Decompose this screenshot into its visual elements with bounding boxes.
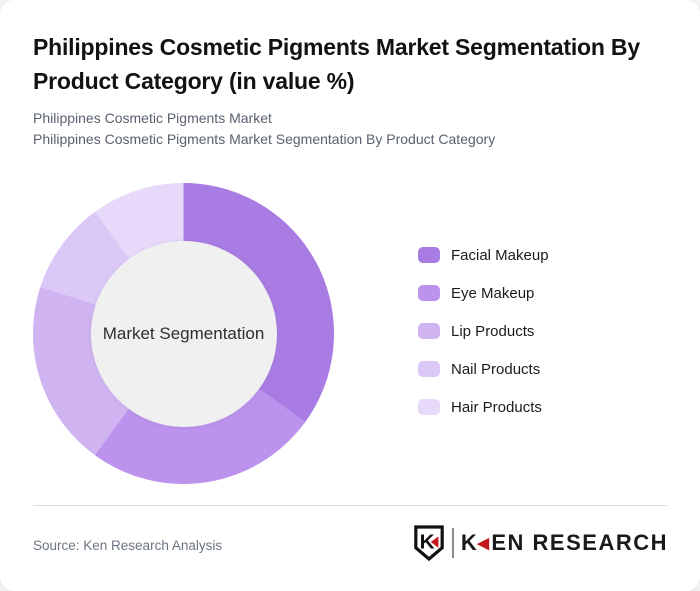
legend-item-hair-products: Hair Products: [418, 398, 549, 416]
source-text: Source: Ken Research Analysis: [33, 538, 223, 553]
page-title: Philippines Cosmetic Pigments Market Seg…: [33, 34, 640, 94]
legend-item-eye-makeup: Eye Makeup: [418, 284, 549, 302]
legend-label: Lip Products: [451, 322, 535, 340]
subtitle-line-2: Philippines Cosmetic Pigments Market Seg…: [33, 131, 496, 147]
legend-item-lip-products: Lip Products: [418, 322, 549, 340]
ken-research-logo: K K ◀ EN RESEARCH: [413, 523, 668, 563]
svg-text:K: K: [420, 531, 435, 554]
legend-swatch: [418, 285, 440, 301]
donut-hole: Market Segmentation: [90, 240, 277, 427]
chart-legend: Facial Makeup Eye Makeup Lip Products Na…: [418, 246, 549, 416]
legend-swatch: [418, 323, 440, 339]
footer-divider: [33, 505, 667, 506]
shield-k-icon: K: [414, 525, 444, 562]
logo-wordmark: K ◀ EN RESEARCH: [461, 530, 668, 556]
legend-swatch: [418, 399, 440, 415]
legend-label: Eye Makeup: [451, 284, 535, 302]
legend-label: Hair Products: [451, 398, 542, 416]
donut-center-label: Market Segmentation: [102, 323, 265, 343]
legend-swatch: [418, 361, 440, 377]
logo-separator: [451, 528, 454, 558]
subtitle-line-1: Philippines Cosmetic Pigments Market: [33, 110, 272, 126]
legend-label: Nail Products: [451, 360, 541, 378]
chart-area: Market Segmentation Facial Makeup Eye Ma…: [0, 170, 700, 496]
logo-wordmark-rest: EN RESEARCH: [491, 530, 668, 555]
subtitle-block: Philippines Cosmetic Pigments Market Phi…: [33, 108, 669, 150]
logo-arrow-icon: ◀: [477, 534, 491, 552]
donut-chart: Market Segmentation: [33, 183, 334, 484]
legend-label: Facial Makeup: [451, 246, 549, 264]
legend-item-nail-products: Nail Products: [418, 360, 549, 378]
legend-swatch: [418, 247, 440, 263]
legend-item-facial-makeup: Facial Makeup: [418, 246, 549, 264]
logo-wordmark-k: K: [460, 530, 479, 555]
